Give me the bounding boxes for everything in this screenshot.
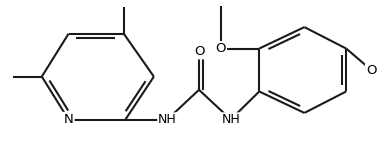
- Text: NH: NH: [158, 113, 177, 126]
- Text: O: O: [215, 42, 226, 55]
- Text: N: N: [64, 113, 73, 126]
- Text: NH: NH: [222, 113, 240, 126]
- Text: O: O: [194, 45, 204, 58]
- Text: O: O: [366, 63, 376, 77]
